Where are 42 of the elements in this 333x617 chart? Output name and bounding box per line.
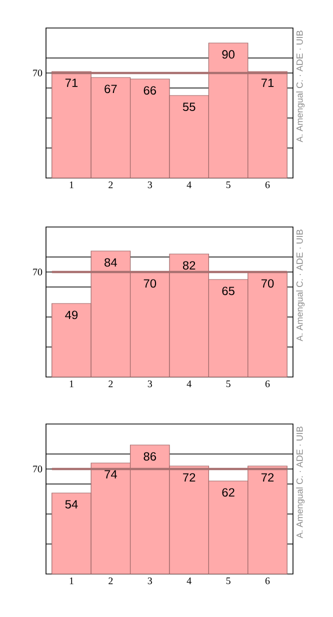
- x-tick-label: 4: [186, 380, 192, 388]
- x-tick-label: 1: [70, 182, 74, 188]
- data-label: 70: [261, 279, 274, 288]
- data-label: 72: [183, 473, 196, 482]
- x-tick-label: 4: [186, 578, 192, 584]
- x-tick-label: 1: [70, 380, 74, 388]
- x-tick-label: 6: [265, 182, 270, 188]
- text: A. Amengual C. · ADE · UIB: [296, 30, 305, 142]
- data-label: 84: [104, 258, 117, 267]
- data-label: 62: [222, 488, 234, 497]
- data-label: 71: [261, 78, 274, 87]
- data-label: 74: [104, 470, 117, 478]
- data-label: 82: [182, 261, 196, 270]
- data-label: 71: [65, 78, 78, 87]
- data-label: 49: [65, 310, 78, 320]
- data-label: 90: [222, 50, 234, 59]
- x-tick-label: 6: [265, 578, 270, 584]
- data-label: 66: [144, 86, 156, 95]
- y-tick-label: 70: [33, 268, 42, 276]
- data-label: 54: [65, 500, 78, 509]
- x-tick-label: 6: [265, 380, 270, 388]
- data-label: 70: [144, 279, 156, 288]
- data-label: 72: [261, 473, 274, 482]
- x-tick-label: 5: [226, 380, 230, 388]
- x-tick-label: 1: [70, 578, 74, 584]
- x-tick-label: 2: [108, 578, 113, 584]
- x-tick-label: 2: [108, 380, 113, 388]
- x-tick-label: 3: [148, 380, 152, 388]
- text: A. Amengual C. · ADE · UIB: [296, 230, 305, 342]
- y-tick-label: 70: [33, 70, 42, 76]
- x-tick-label: 4: [186, 182, 192, 188]
- data-label: 67: [104, 84, 117, 94]
- x-tick-label: 5: [226, 182, 230, 188]
- text: A. Amengual C. · ADE · UIB: [296, 426, 305, 538]
- y-tick-label: 70: [33, 466, 42, 472]
- x-tick-label: 3: [148, 578, 152, 584]
- data-label: 55: [182, 102, 196, 112]
- data-label: 86: [144, 452, 156, 461]
- x-tick-label: 3: [148, 182, 152, 188]
- data-label: 65: [222, 286, 234, 296]
- x-tick-label: 5: [226, 578, 230, 584]
- x-tick-label: 2: [108, 182, 113, 188]
